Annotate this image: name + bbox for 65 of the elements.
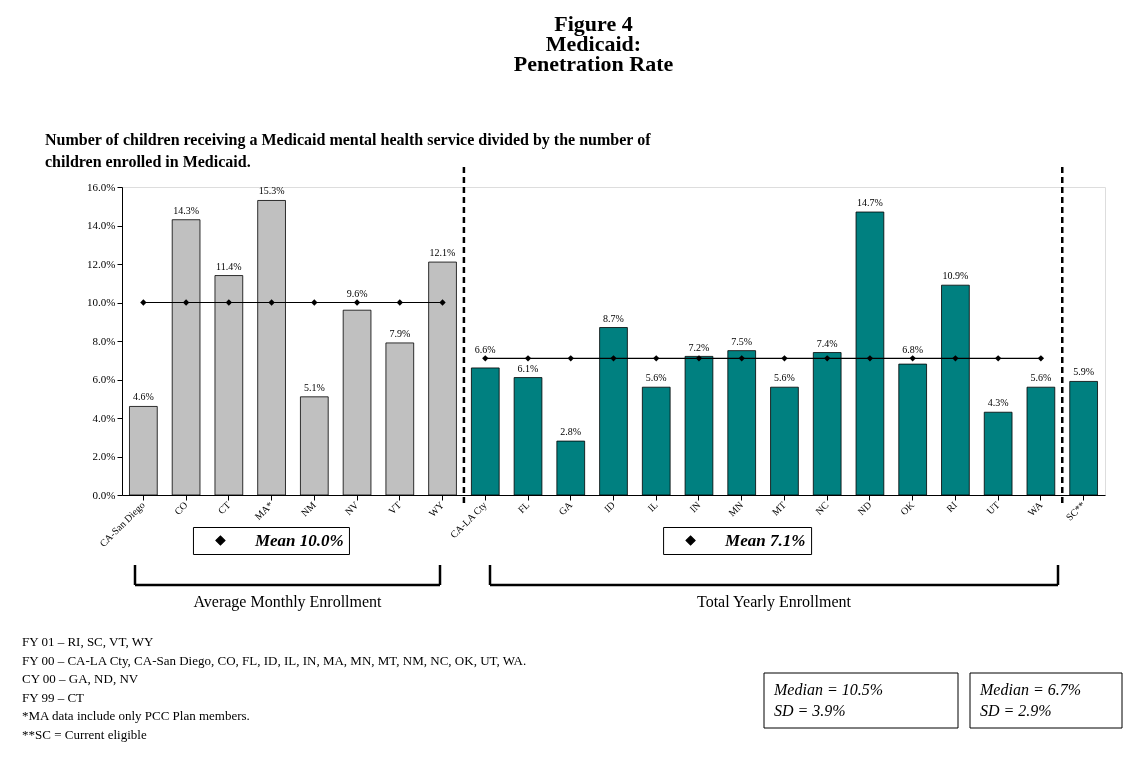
x-tick-label: VT bbox=[386, 499, 404, 517]
x-tick-label: RI bbox=[944, 499, 959, 515]
data-label: 7.2% bbox=[688, 342, 710, 354]
legend-label: Mean 7.1% bbox=[724, 530, 806, 550]
data-label: 6.1% bbox=[517, 362, 539, 374]
x-tick-label: MT bbox=[769, 499, 788, 518]
x-tick-label: MN bbox=[726, 499, 746, 519]
x-tick-label: OK bbox=[898, 498, 917, 518]
x-tick-label: IL bbox=[645, 499, 660, 514]
data-label: 5.6% bbox=[645, 372, 667, 384]
data-label: 8.7% bbox=[603, 312, 624, 324]
text: Total Yearly Enrollment bbox=[697, 593, 852, 611]
data-label: 6.8% bbox=[902, 344, 924, 356]
data-label: 7.5% bbox=[731, 335, 753, 347]
data-label: 12.1% bbox=[429, 247, 456, 259]
data-label: 2.8% bbox=[560, 426, 582, 438]
y-tick-label: 6.0% bbox=[92, 373, 116, 385]
text: *MA data include only PCC Plan members. bbox=[22, 708, 250, 723]
x-tick-label: NC bbox=[813, 499, 831, 517]
data-label: 5.6% bbox=[774, 372, 795, 384]
x-tick-label: GA bbox=[556, 498, 575, 518]
x-tick-label: NV bbox=[342, 498, 362, 518]
data-label: 7.4% bbox=[816, 337, 838, 349]
x-tick-label: UT bbox=[984, 499, 1002, 517]
data-label: 14.7% bbox=[857, 197, 883, 209]
text: **SC = Current eligible bbox=[22, 726, 147, 742]
data-label: 4.3% bbox=[987, 397, 1009, 409]
y-tick-label: 10.0% bbox=[87, 296, 116, 308]
text: Median = 6.7% SD = 2.9% bbox=[979, 681, 1081, 719]
text: Average Monthly Enrollment bbox=[193, 593, 383, 611]
y-tick-label: 4.0% bbox=[92, 411, 116, 424]
x-tick-label: ND bbox=[855, 499, 874, 518]
text: FY 01 – RI, SC, VT, WY bbox=[22, 634, 154, 649]
x-tick-label: NM bbox=[298, 499, 318, 519]
x-tick-label: WY bbox=[426, 499, 447, 519]
data-label: 9.6% bbox=[346, 288, 368, 300]
x-tick-label: WA bbox=[1025, 498, 1045, 519]
y-tick-label: 12.0% bbox=[87, 257, 116, 270]
y-tick-label: 16.0% bbox=[87, 180, 116, 193]
x-tick-label: IN bbox=[687, 499, 703, 515]
x-tick-label: FL bbox=[515, 499, 532, 516]
chart-subtitle: Number of children receiving a Medicaid mental health service divided by the number of children enrolled in Medicaid. bbox=[45, 131, 652, 170]
text: FY 00 – CA-LA Cty, CA-San Diego, CO, FL, ID, IL, IN, MA, MN, MT, NM, NC, OK, UT, WA. bbox=[22, 652, 527, 668]
data-label: 5.6% bbox=[1030, 372, 1052, 384]
text: FY 99 – CT bbox=[22, 689, 85, 705]
legend-label: Mean 10.0% bbox=[253, 530, 344, 550]
chart-title: Figure 4 Medicaid: Penetration Rate bbox=[513, 11, 674, 76]
data-label: 4.6% bbox=[132, 391, 154, 403]
data-label: 5.1% bbox=[303, 381, 325, 393]
data-label: 11.4% bbox=[216, 260, 242, 272]
data-label: 6.6% bbox=[474, 343, 496, 355]
text: CY 00 – GA, ND, NV bbox=[22, 671, 139, 686]
data-label: 10.9% bbox=[942, 270, 969, 282]
y-tick-label: 8.0% bbox=[92, 334, 116, 347]
data-label: 14.3% bbox=[173, 204, 200, 216]
y-tick-label: 14.0% bbox=[87, 219, 116, 231]
data-label: 15.3% bbox=[258, 185, 285, 197]
data-label: 7.9% bbox=[389, 327, 411, 339]
y-tick-label: 2.0% bbox=[92, 450, 116, 462]
x-tick-label: ID bbox=[601, 499, 618, 515]
y-tick-label: 0.0% bbox=[92, 488, 116, 501]
data-label: 5.9% bbox=[1073, 366, 1095, 378]
x-tick-label: CT bbox=[215, 499, 233, 517]
text: Median = 10.5% SD = 3.9% bbox=[773, 681, 883, 719]
x-tick-label: CO bbox=[172, 499, 190, 517]
